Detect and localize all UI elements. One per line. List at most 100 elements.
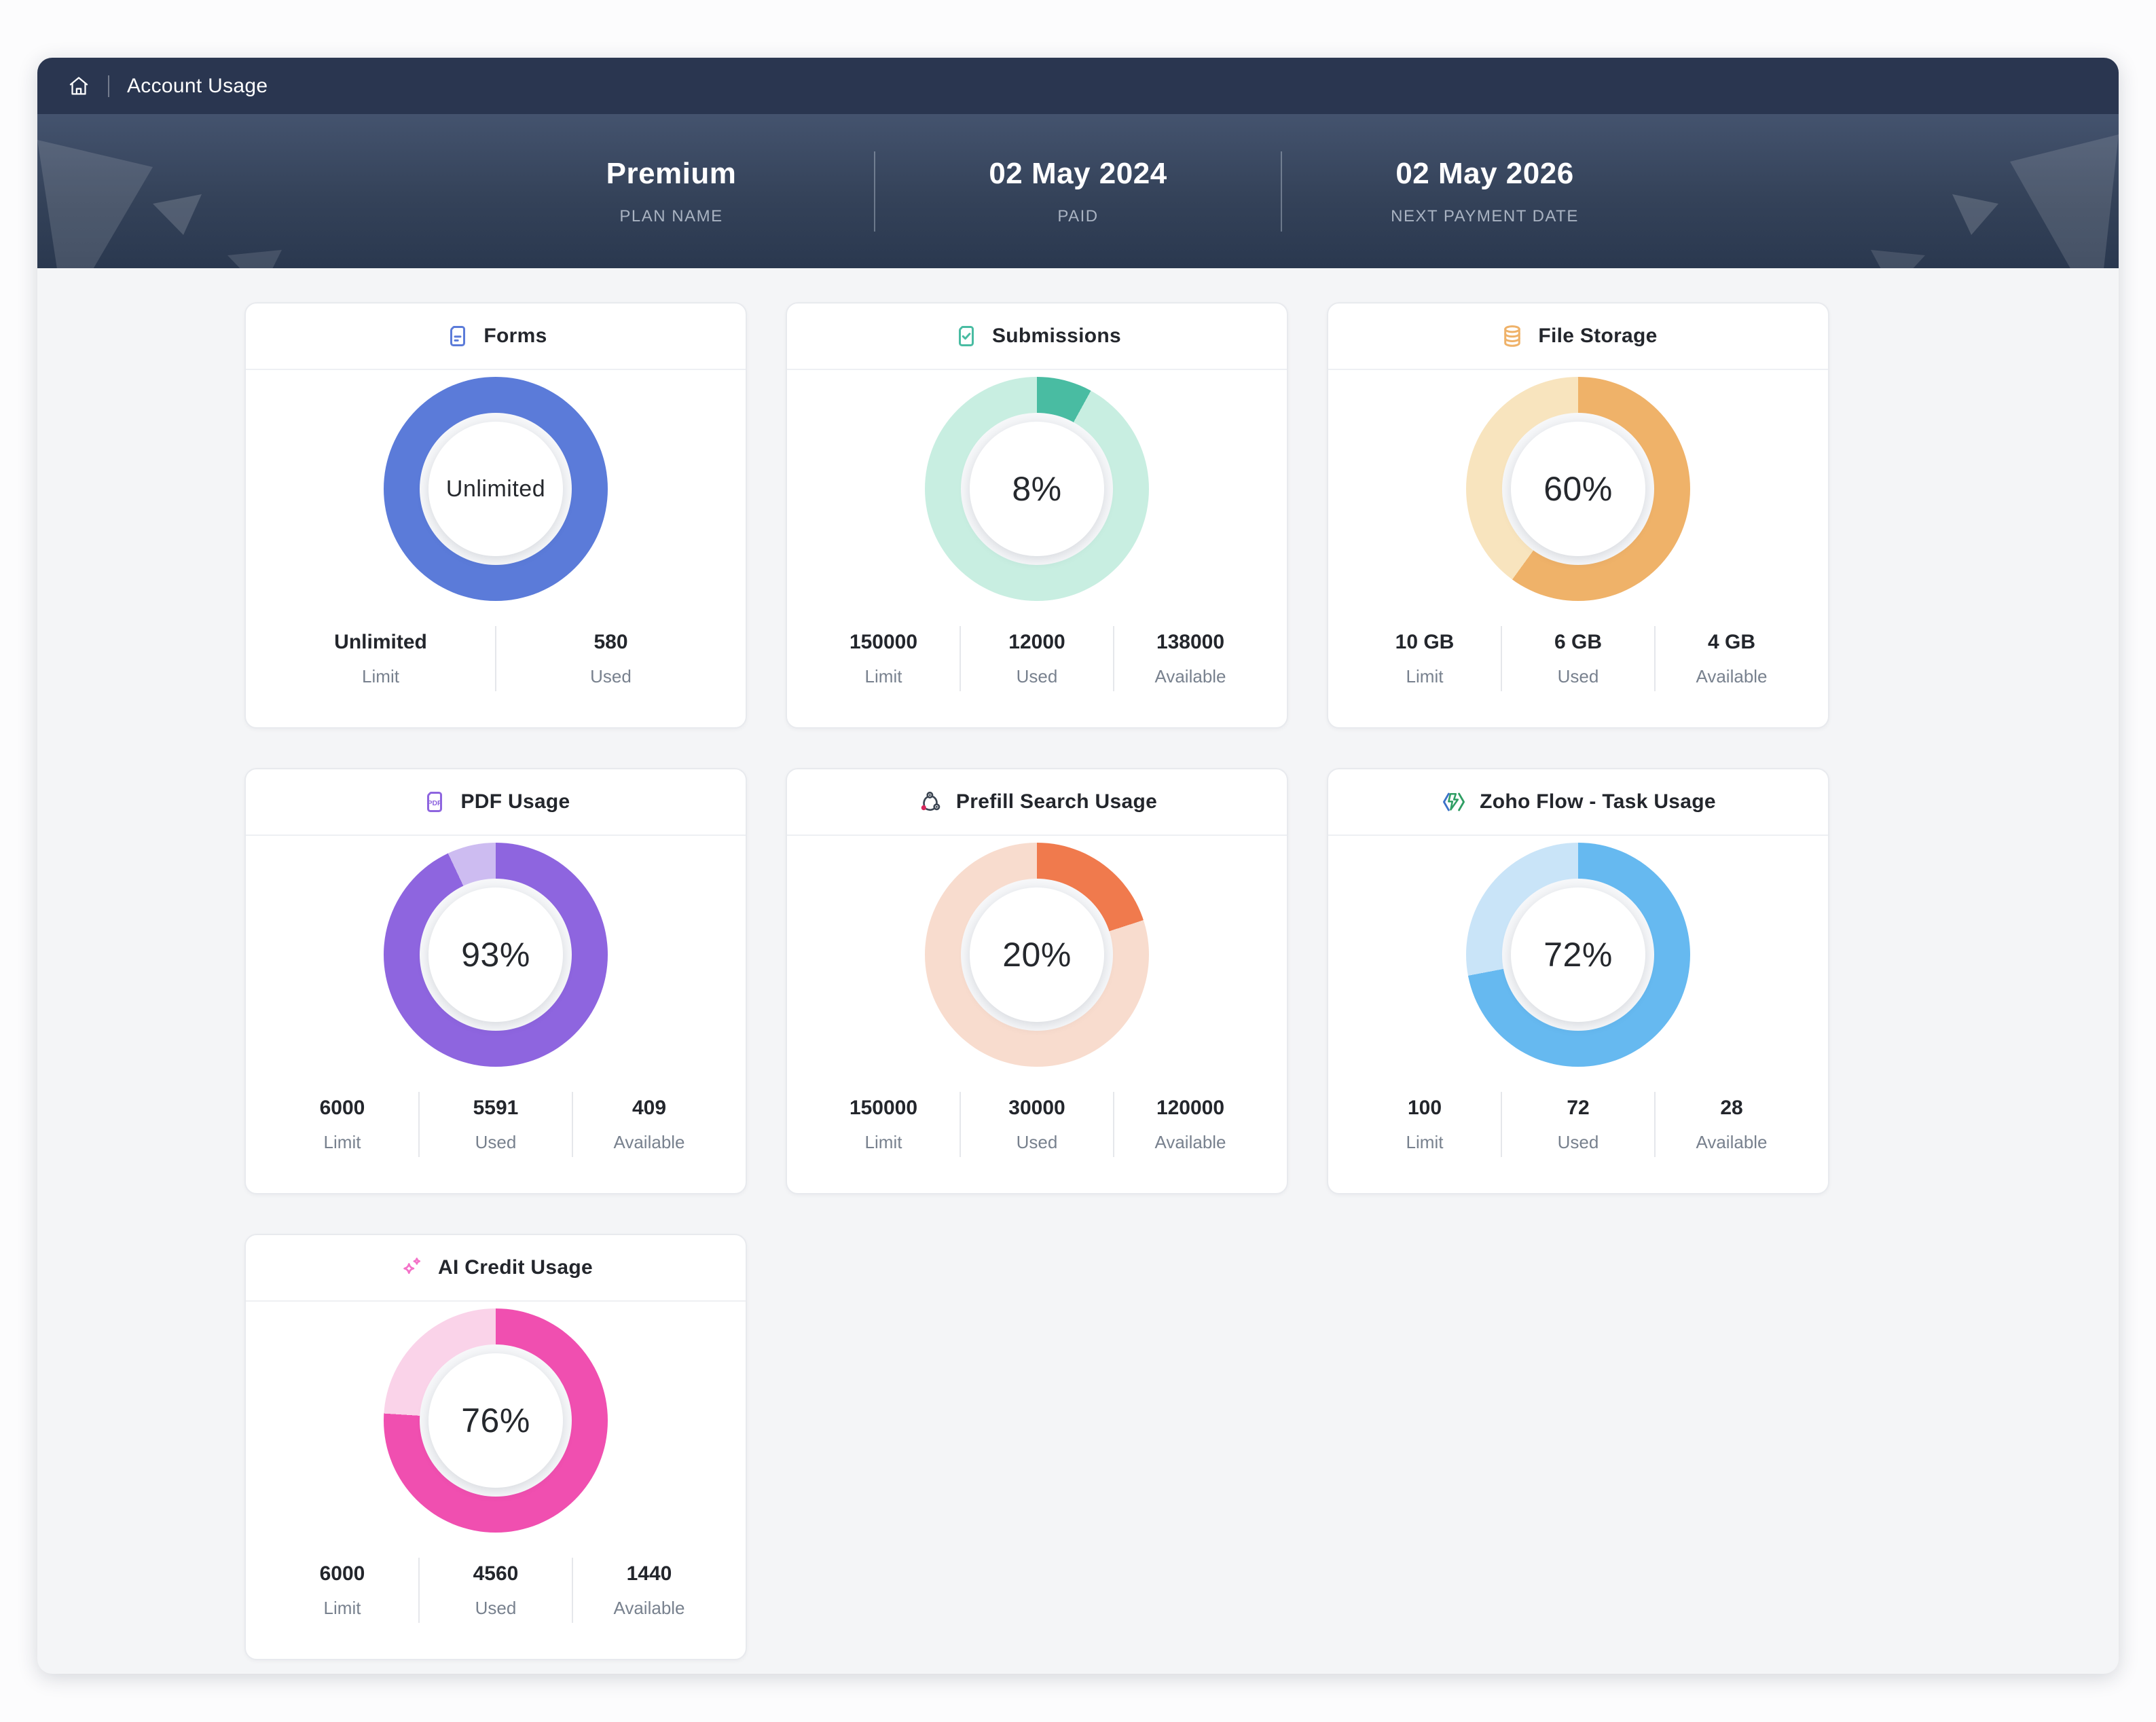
stat-available: 120000 Available — [1114, 1097, 1266, 1153]
next-payment-cell: 02 May 2026 NEXT PAYMENT DATE — [1282, 157, 1687, 226]
stat-divider — [1501, 1092, 1502, 1157]
usage-cards-grid: Forms Unlimited Unlimited Limit 580 Used Su… — [244, 302, 1829, 1660]
submission-check-icon — [953, 323, 980, 350]
donut-ring: 76% — [384, 1308, 608, 1533]
donut-ring: 20% — [925, 843, 1149, 1067]
donut-ring: 8% — [925, 377, 1149, 601]
donut-chart: 60% — [1328, 370, 1828, 608]
stat-value: 6000 — [319, 1096, 365, 1119]
stat-divider — [1654, 1092, 1656, 1157]
donut-center-text: 8% — [1012, 470, 1062, 508]
stat-divider — [960, 1092, 961, 1157]
stat-value: 150000 — [849, 630, 918, 653]
card-title: AI Credit Usage — [438, 1256, 593, 1279]
stat-value: 580 — [593, 630, 628, 653]
donut-ring: 60% — [1466, 377, 1690, 601]
stat-divider — [1113, 626, 1114, 691]
usage-card-submissions: Submissions 8% 150000 Limit 12000 Used 13800… — [786, 302, 1288, 729]
donut-chart: Unlimited — [246, 370, 746, 608]
stat-available: 1440 Available — [573, 1562, 725, 1619]
home-icon[interactable] — [66, 73, 92, 99]
stat-value: 4 GB — [1707, 630, 1756, 653]
stat-available: 4 GB Available — [1656, 631, 1808, 687]
next-payment-value: 02 May 2026 — [1395, 156, 1574, 190]
stat-divider — [1113, 1092, 1114, 1157]
banner-divider — [874, 151, 875, 232]
plan-name-cell: Premium PLAN NAME — [469, 157, 874, 226]
stat-label: Available — [1696, 1131, 1768, 1152]
stat-divider — [960, 626, 961, 691]
donut-center: 8% — [970, 422, 1104, 556]
plan-name-value: Premium — [606, 156, 737, 190]
paid-date-cell: 02 May 2024 PAID — [875, 157, 1281, 226]
stat-label: Limit — [323, 1131, 361, 1152]
stat-value: 28 — [1720, 1096, 1743, 1119]
stat-divider — [418, 1558, 420, 1623]
stat-value: 1440 — [626, 1562, 672, 1585]
stat-value: 10 GB — [1395, 630, 1455, 653]
donut-center-text: Unlimited — [445, 475, 546, 502]
stat-used: 72 Used — [1502, 1097, 1654, 1153]
stat-label: Limit — [362, 665, 399, 686]
svg-text:PDF: PDF — [428, 800, 442, 807]
stat-label: Limit — [864, 1131, 902, 1152]
stat-divider — [1501, 626, 1502, 691]
card-title: Prefill Search Usage — [955, 790, 1158, 813]
donut-center: 60% — [1511, 422, 1645, 556]
donut-chart: 20% — [787, 836, 1287, 1074]
stat-label: Used — [1016, 665, 1058, 686]
stat-value: 150000 — [849, 1096, 918, 1119]
card-header: PDF PDF Usage — [246, 769, 746, 836]
donut-hole: 72% — [1502, 879, 1654, 1031]
form-document-icon — [444, 323, 471, 350]
donut-hole: Unlimited — [420, 413, 572, 565]
stat-used: 12000 Used — [961, 631, 1113, 687]
donut-hole: 76% — [420, 1344, 572, 1497]
zoho-flow-icon — [1440, 788, 1467, 816]
stat-value: 12000 — [1008, 630, 1065, 653]
prefill-nodes-icon — [917, 788, 944, 816]
stat-limit: Unlimited Limit — [266, 631, 495, 687]
stat-value: 30000 — [1008, 1096, 1065, 1119]
file-storage-icon — [1499, 323, 1526, 350]
stat-value: 138000 — [1156, 630, 1225, 653]
plan-banner: Premium PLAN NAME 02 May 2024 PAID 02 Ma… — [37, 114, 2119, 268]
stat-divider — [495, 626, 496, 691]
stat-used: 30000 Used — [961, 1097, 1113, 1153]
donut-ring: 72% — [1466, 843, 1690, 1067]
donut-center: Unlimited — [428, 422, 563, 556]
stat-value: 72 — [1567, 1096, 1590, 1119]
stats-row: 10 GB Limit 6 GB Used 4 GB Available — [1328, 608, 1828, 727]
card-header: File Storage — [1328, 304, 1828, 370]
card-title: Zoho Flow - Task Usage — [1480, 790, 1716, 813]
stat-label: Available — [1154, 1131, 1226, 1152]
donut-chart: 8% — [787, 370, 1287, 608]
card-title: PDF Usage — [460, 790, 570, 813]
stat-label: Limit — [1406, 665, 1444, 686]
donut-center: 76% — [428, 1353, 563, 1488]
donut-chart: 76% — [246, 1302, 746, 1539]
donut-hole: 60% — [1502, 413, 1654, 565]
stats-row: 150000 Limit 12000 Used 138000 Available — [787, 608, 1287, 727]
donut-center: 93% — [428, 887, 563, 1022]
stat-label: Limit — [1406, 1131, 1444, 1152]
stat-label: Available — [1154, 665, 1226, 686]
donut-center: 72% — [1511, 887, 1645, 1022]
ai-sparkles-icon — [399, 1254, 426, 1281]
card-title: Forms — [483, 325, 547, 347]
card-header: AI Credit Usage — [246, 1235, 746, 1302]
stat-divider — [572, 1558, 573, 1623]
stat-available: 409 Available — [573, 1097, 725, 1153]
stat-used: 580 Used — [496, 631, 725, 687]
donut-hole: 8% — [961, 413, 1113, 565]
donut-center-text: 60% — [1543, 470, 1613, 508]
stat-value: 409 — [632, 1096, 667, 1119]
stat-used: 6 GB Used — [1502, 631, 1654, 687]
paid-date-label: PAID — [1057, 206, 1099, 225]
donut-hole: 93% — [420, 879, 572, 1031]
stat-limit: 150000 Limit — [807, 631, 960, 687]
stat-label: Available — [613, 1131, 685, 1152]
card-header: Submissions — [787, 304, 1287, 370]
stat-limit: 150000 Limit — [807, 1097, 960, 1153]
stats-row: Unlimited Limit 580 Used — [246, 608, 746, 727]
